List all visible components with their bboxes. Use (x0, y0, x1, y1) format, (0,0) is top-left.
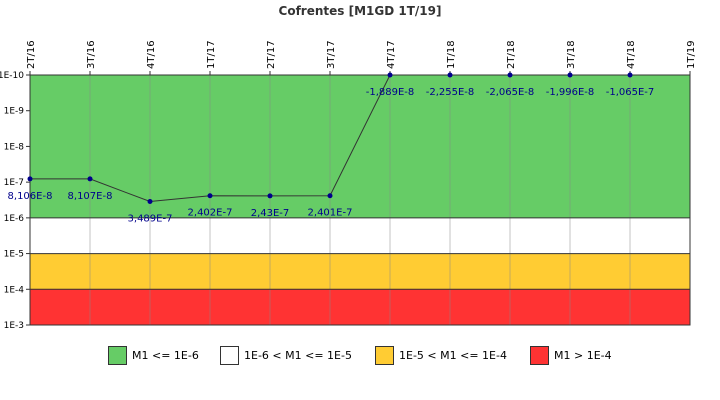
x-tick-label: 1T/19 (686, 40, 697, 69)
data-point (27, 176, 33, 182)
data-point (387, 72, 393, 78)
data-point (147, 199, 153, 205)
legend-item: 1E-6 < M1 <= 1E-5 (220, 345, 352, 365)
data-label: -2,065E-8 (486, 87, 535, 98)
y-tick-label: 1E-8 (4, 142, 25, 152)
y-tick-label: 1E-6 (4, 214, 25, 224)
data-point (447, 72, 453, 78)
data-label: -1,065E-7 (606, 87, 655, 98)
legend-swatch (220, 345, 239, 365)
data-point (627, 72, 633, 78)
band-1 (30, 217, 690, 254)
legend-label: M1 <= 1E-6 (132, 348, 199, 362)
data-label: -1,996E-8 (546, 87, 595, 98)
y-tick-label: 1E-4 (4, 285, 25, 295)
y-tick-label: 1E-10 (0, 71, 24, 81)
data-point (327, 193, 333, 199)
data-point (87, 176, 93, 182)
legend-label: 1E-5 < M1 <= 1E-4 (399, 348, 507, 362)
plot-border (29, 74, 691, 326)
series-line (27, 72, 633, 205)
band-3 (30, 289, 690, 325)
band-2 (30, 253, 690, 290)
data-label: 2,401E-7 (308, 208, 353, 219)
data-label: 8,107E-8 (68, 191, 113, 202)
y-tick-label: 1E-3 (4, 321, 24, 331)
legend-label: 1E-6 < M1 <= 1E-5 (244, 348, 352, 362)
x-tick-label: 2T/16 (26, 40, 37, 69)
legend-item: M1 > 1E-4 (530, 345, 612, 365)
data-point (207, 193, 213, 199)
legend-label: M1 > 1E-4 (554, 348, 612, 362)
data-label: -1,889E-8 (366, 87, 415, 98)
data-label: 8,106E-8 (8, 191, 53, 202)
legend-swatch (530, 345, 549, 365)
legend-item: 1E-5 < M1 <= 1E-4 (375, 345, 507, 365)
threshold-bands (30, 75, 690, 325)
data-label: 2,43E-7 (251, 208, 290, 219)
x-tick-label: 3T/16 (86, 40, 97, 69)
legend-swatch (375, 345, 394, 365)
data-labels: 8,106E-8 8,107E-8 3,489E-7 2,402E-7 2,43E-7 2… (8, 87, 655, 225)
y-tick-label: 1E-5 (4, 250, 24, 260)
band-0 (30, 75, 690, 218)
x-axis: 2T/16 3T/16 4T/16 1T/17 2T/17 3T/17 4T/17 1T/18… (26, 40, 697, 75)
data-label: -2,255E-8 (426, 87, 475, 98)
x-tick-label: 4T/17 (386, 40, 397, 69)
data-point (267, 193, 273, 199)
y-tick-label: 1E-7 (4, 178, 24, 188)
x-tick-label: 2T/17 (266, 40, 277, 69)
data-label: 3,489E-7 (128, 214, 173, 225)
data-point (567, 72, 573, 78)
x-tick-label: 2T/18 (506, 40, 517, 69)
y-axis: 1E-10 1E-9 1E-8 1E-7 1E-6 1E-5 1E-4 1E-3 (0, 71, 30, 331)
x-tick-label: 1T/17 (206, 40, 217, 69)
data-label: 2,402E-7 (188, 208, 233, 219)
chart-title: Cofrentes [M1GD 1T/19] (279, 4, 442, 18)
x-tick-label: 4T/18 (626, 40, 637, 69)
legend-item: M1 <= 1E-6 (108, 345, 199, 365)
legend-swatch (108, 345, 127, 365)
plot-frame (29, 74, 691, 326)
y-tick-label: 1E-9 (4, 107, 25, 117)
x-tick-label: 3T/18 (566, 40, 577, 69)
legend: M1 <= 1E-6 1E-6 < M1 <= 1E-5 1E-5 < M1 <= … (0, 345, 720, 367)
x-tick-label: 3T/17 (326, 40, 337, 69)
data-point (507, 72, 513, 78)
x-tick-label: 1T/18 (446, 40, 457, 69)
x-tick-label: 4T/16 (146, 40, 157, 69)
